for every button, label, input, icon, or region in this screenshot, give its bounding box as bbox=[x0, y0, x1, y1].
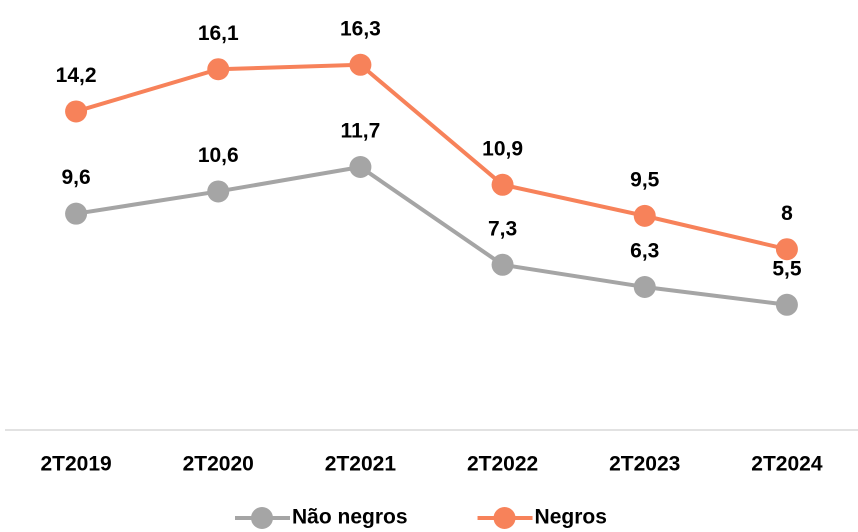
data-label: 7,3 bbox=[488, 217, 517, 240]
data-label: 9,6 bbox=[61, 166, 90, 189]
data-label: 10,9 bbox=[482, 137, 523, 160]
legend-marker bbox=[493, 507, 516, 529]
legend-label: Não negros bbox=[292, 506, 408, 529]
point bbox=[349, 53, 372, 76]
point bbox=[349, 156, 372, 178]
x-tick-label: 2T2024 bbox=[751, 453, 823, 476]
legend-label: Negros bbox=[535, 506, 607, 529]
point bbox=[775, 293, 798, 316]
data-label: 14,2 bbox=[56, 64, 97, 87]
data-label: 9,5 bbox=[630, 168, 660, 191]
x-tick-label: 2T2019 bbox=[40, 453, 111, 476]
point bbox=[491, 173, 514, 196]
point bbox=[491, 253, 514, 276]
point bbox=[207, 58, 230, 81]
point bbox=[633, 204, 656, 227]
data-label: 16,1 bbox=[198, 22, 239, 45]
point bbox=[775, 238, 798, 261]
data-label: 5,5 bbox=[772, 257, 802, 280]
x-tick-label: 2T2023 bbox=[609, 453, 680, 476]
point bbox=[207, 180, 230, 203]
data-label: 6,3 bbox=[630, 240, 659, 263]
point bbox=[633, 276, 656, 298]
data-label: 8 bbox=[781, 202, 793, 225]
x-tick-label: 2T2022 bbox=[467, 453, 538, 476]
series-line bbox=[75, 164, 788, 307]
data-label: 16,3 bbox=[340, 17, 381, 40]
data-label: 11,7 bbox=[341, 120, 381, 143]
point bbox=[65, 100, 88, 123]
point bbox=[65, 202, 88, 225]
x-tick-label: 2T2020 bbox=[183, 453, 254, 476]
legend-marker bbox=[251, 507, 273, 529]
x-tick-label: 2T2021 bbox=[325, 453, 397, 476]
series-line bbox=[75, 62, 788, 252]
data-label: 10,6 bbox=[198, 144, 239, 167]
